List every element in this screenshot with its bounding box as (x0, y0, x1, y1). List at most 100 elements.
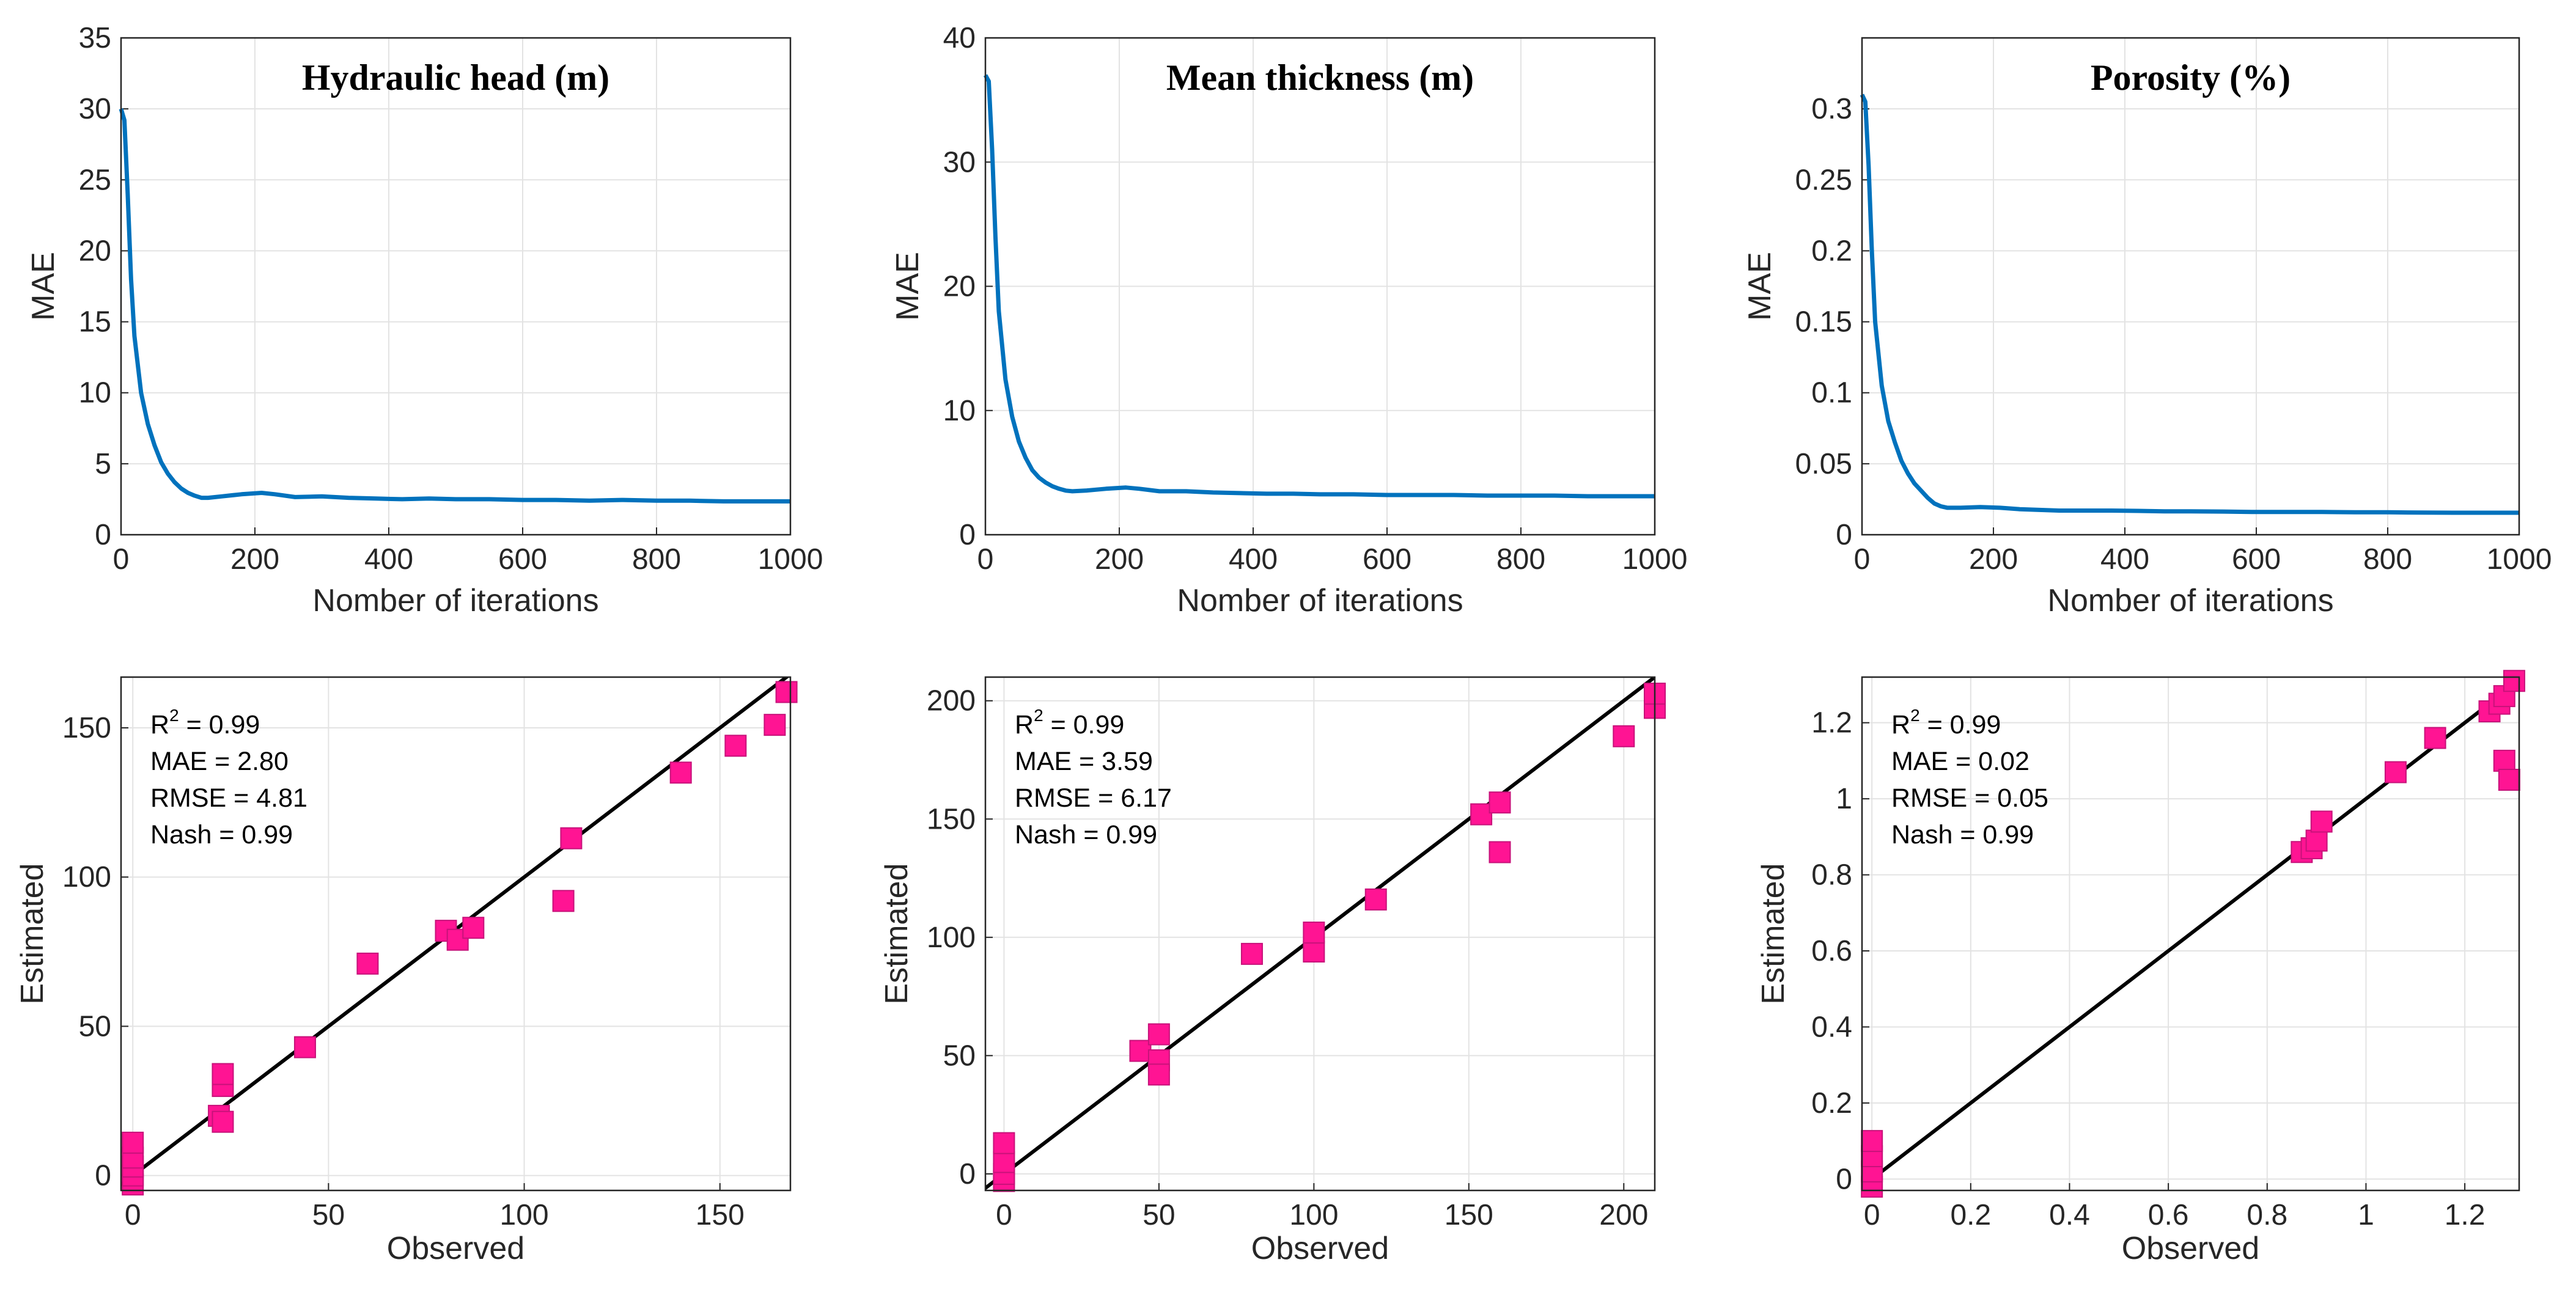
scatter-point (1303, 922, 1325, 944)
x-tick-label: 1000 (2487, 543, 2552, 576)
x-tick-label: 0.4 (2049, 1199, 2090, 1231)
scatter-point (764, 714, 786, 736)
y-tick-label: 10 (79, 377, 111, 409)
scatter-point (669, 761, 692, 784)
scatter-point (1147, 1023, 1170, 1046)
x-tick-label: 50 (1143, 1199, 1175, 1231)
mae-stat: MAE = 2.80 (150, 747, 289, 776)
y-axis-label: MAE (890, 252, 926, 321)
y-tick-label: 5 (95, 448, 111, 480)
scatter-point (462, 917, 485, 939)
x-axis-label: Observed (387, 1231, 524, 1266)
y-tick-label: 35 (79, 22, 111, 54)
scatter-point (1470, 803, 1493, 826)
x-tick-label: 800 (632, 543, 681, 576)
x-tick-label: 0.6 (2148, 1199, 2189, 1231)
scatter-point (1240, 942, 1263, 965)
x-tick-label: 600 (1363, 543, 1411, 576)
r-squared-stat: R2 = 0.99 (1015, 706, 1124, 739)
scatter-point (1613, 725, 1635, 747)
y-axis-label: MAE (1742, 252, 1778, 321)
x-tick-label: 1000 (758, 543, 823, 576)
mae-series-line (119, 108, 790, 504)
panel-title: Hydraulic head (m) (302, 57, 609, 98)
y-tick-label: 0 (1836, 1163, 1852, 1195)
y-axis-label: Estimated (1756, 863, 1791, 1004)
y-tick-label: 0.8 (1811, 859, 1852, 892)
x-tick-label: 800 (2363, 543, 2412, 576)
scatter-point (1364, 888, 1387, 911)
y-tick-label: 100 (927, 922, 976, 954)
panel-title: Porosity (%) (2091, 57, 2291, 98)
x-tick-label: 200 (1095, 543, 1144, 576)
scatter-point (775, 681, 798, 703)
x-tick-label: 1 (2358, 1199, 2374, 1231)
x-axis-label: Nomber of iterations (1177, 583, 1463, 618)
y-tick-label: 0 (959, 519, 976, 551)
x-tick-label: 600 (2232, 543, 2281, 576)
x-axis-label: Observed (1251, 1231, 1389, 1266)
y-tick-label: 200 (927, 685, 976, 717)
x-tick-label: 200 (230, 543, 279, 576)
y-tick-label: 20 (79, 235, 111, 267)
rmse-stat: RMSE = 6.17 (1015, 783, 1172, 813)
scatter-point (212, 1110, 234, 1133)
y-tick-label: 0.25 (1795, 164, 1852, 196)
y-tick-label: 50 (943, 1040, 976, 1072)
scatter-point (560, 827, 583, 849)
x-tick-label: 0 (1864, 1199, 1880, 1231)
panel-6: 0 0.2 0.4 0.6 0.8 1 1.2 0 0.2 0.4 0.6 0.8 1 1.2 R2 = 0… (1756, 670, 2525, 1266)
x-tick-label: 800 (1496, 543, 1545, 576)
y-tick-label: 15 (79, 306, 111, 339)
y-tick-label: 0.2 (1811, 235, 1852, 267)
x-tick-label: 0.8 (2247, 1199, 2287, 1231)
scatter-point (993, 1132, 1015, 1154)
x-tick-label: 200 (1599, 1199, 1648, 1231)
nash-stat: Nash = 0.99 (1891, 820, 2034, 849)
plot-area (121, 38, 790, 535)
x-tick-label: 100 (1289, 1199, 1338, 1231)
panel-title: Mean thickness (m) (1166, 57, 1474, 98)
scatter-point (1489, 841, 1511, 864)
axes-frame (984, 37, 1656, 536)
y-tick-label: 150 (62, 712, 111, 744)
scatter-point (2503, 670, 2525, 692)
y-tick-label: 40 (943, 22, 976, 54)
scatter-point (993, 1151, 1015, 1173)
y-tick-label: 0.6 (1811, 935, 1852, 967)
scatter-point (1861, 1130, 1883, 1153)
x-tick-label: 50 (312, 1199, 345, 1231)
y-tick-label: 30 (943, 146, 976, 178)
x-axis-label: Observed (2122, 1231, 2259, 1266)
y-tick-label: 20 (943, 271, 976, 303)
scatter-point (2493, 749, 2515, 772)
x-tick-label: 0 (125, 1199, 141, 1231)
scatter-point (122, 1131, 144, 1154)
y-tick-label: 0 (95, 1160, 111, 1192)
y-tick-label: 0 (1836, 519, 1852, 551)
y-tick-label: 1 (1836, 783, 1852, 815)
y-tick-label: 10 (943, 395, 976, 427)
y-axis-label: Estimated (15, 863, 50, 1004)
scatter-point (1129, 1040, 1152, 1062)
x-tick-label: 400 (1229, 543, 1278, 576)
x-tick-label: 0 (1854, 543, 1871, 576)
x-tick-label: 1000 (1622, 543, 1688, 576)
scatter-point (2310, 810, 2333, 833)
rmse-stat: RMSE = 0.05 (1891, 783, 2048, 813)
x-tick-label: 1.2 (2445, 1199, 2486, 1231)
x-tick-label: 100 (500, 1199, 549, 1231)
x-tick-label: 400 (2100, 543, 2149, 576)
mae-series-line (1860, 94, 2519, 515)
mae-series-line (983, 74, 1655, 499)
plot-area (1862, 38, 2519, 535)
y-tick-label: 0 (95, 519, 111, 551)
scatter-point (1147, 1063, 1170, 1086)
y-tick-label: 0.1 (1811, 377, 1852, 409)
y-axis-label: MAE (26, 252, 61, 321)
y-tick-label: 0.3 (1811, 93, 1852, 125)
y-tick-label: 100 (62, 861, 111, 893)
r-squared-stat: R2 = 0.99 (150, 706, 260, 739)
scatter-point (356, 952, 379, 975)
